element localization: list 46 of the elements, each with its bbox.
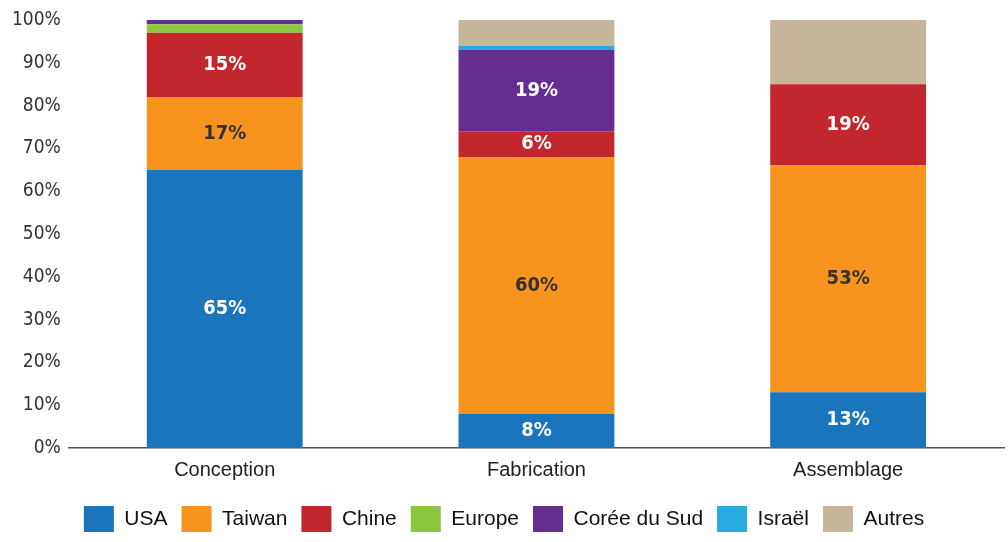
y-tick-label: 40% — [22, 263, 61, 286]
x-tick-label: Fabrication — [486, 457, 586, 480]
y-tick-label: 10% — [22, 392, 61, 415]
data-label: 60% — [514, 271, 558, 296]
data-label: 6% — [521, 130, 552, 155]
y-tick-label: 70% — [22, 135, 61, 158]
x-tick-label: Conception — [174, 457, 276, 480]
legend-label: Corée du Sud — [573, 505, 704, 529]
bar — [146, 20, 303, 25]
data-label: 19% — [514, 76, 558, 101]
bar — [458, 131, 615, 157]
y-tick-label: 80% — [22, 92, 61, 115]
y-tick-label: 50% — [22, 220, 61, 243]
bar — [146, 32, 303, 98]
legend-label: USA — [124, 505, 168, 529]
data-label: 13% — [826, 406, 870, 431]
y-tick-label: 100% — [11, 6, 61, 29]
y-tick-label: 30% — [22, 306, 61, 329]
data-label: 65% — [203, 295, 247, 320]
y-tick-label: 20% — [22, 349, 61, 372]
data-label: 17% — [203, 119, 247, 144]
bar — [770, 165, 927, 393]
data-label: 19% — [826, 111, 870, 136]
bar — [146, 97, 303, 170]
bar — [458, 49, 615, 132]
bar — [458, 45, 615, 50]
legend-label: Israël — [757, 505, 809, 529]
legend-label: Autres — [863, 505, 925, 529]
bar — [458, 413, 615, 448]
bar — [458, 156, 615, 414]
legend-label: Europe — [451, 505, 519, 529]
x-tick-label: Assemblage — [793, 457, 904, 480]
bar — [770, 20, 927, 85]
legend-label: Chine — [341, 505, 397, 529]
bar — [146, 169, 303, 448]
y-tick-label: 0% — [33, 434, 61, 457]
data-label: 15% — [203, 51, 247, 76]
bar — [458, 20, 615, 46]
y-tick-label: 90% — [22, 49, 61, 72]
y-tick-label: 60% — [22, 178, 61, 201]
bar — [770, 84, 927, 166]
data-label: 8% — [521, 417, 552, 442]
bar — [146, 24, 303, 33]
legend-label: Taiwan — [222, 505, 288, 529]
data-label: 53% — [826, 265, 870, 290]
bar — [770, 392, 927, 448]
